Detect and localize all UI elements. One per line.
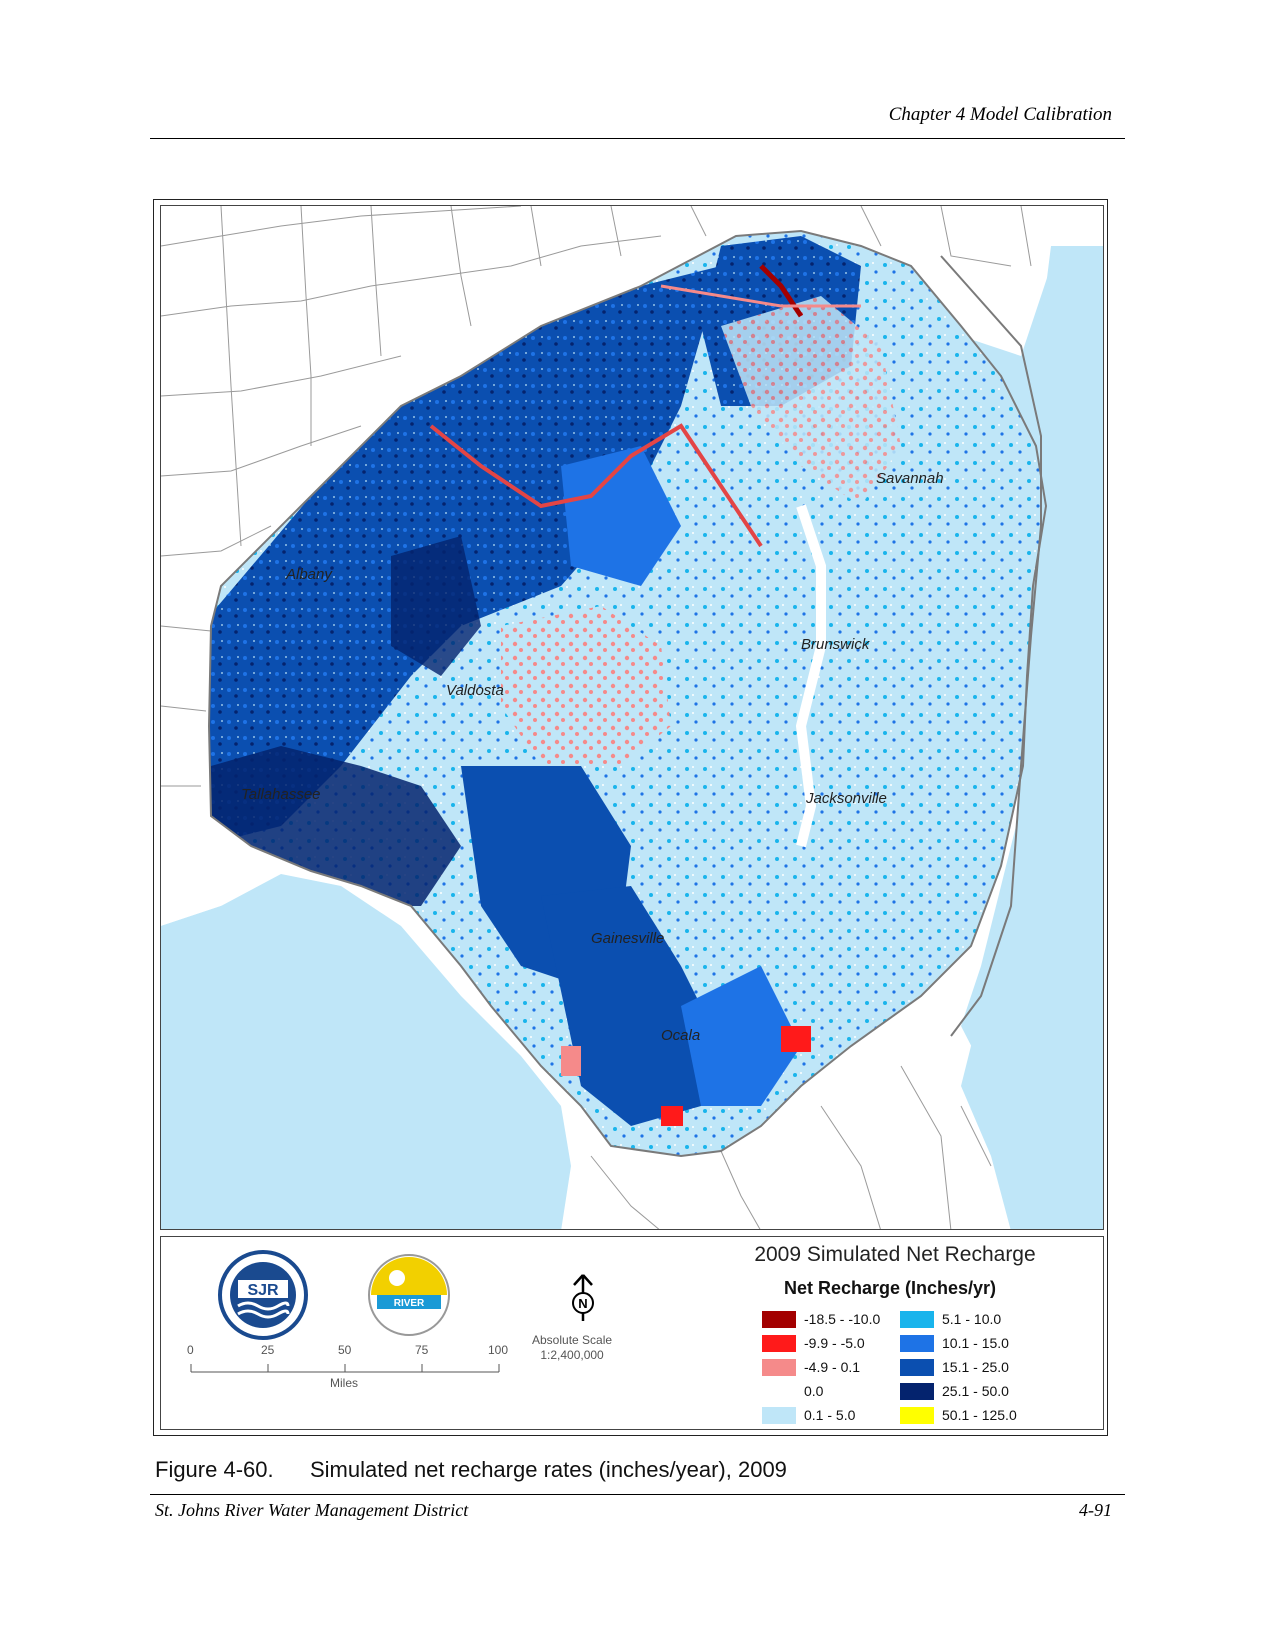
city-label-valdosta: Valdosta <box>446 682 504 699</box>
atlantic-ocean <box>961 246 1103 1229</box>
legend-swatch <box>762 1310 796 1328</box>
city-label-brunswick: Brunswick <box>801 636 871 653</box>
city-label-jacksonville: Jacksonville <box>805 790 887 807</box>
legend-swatch <box>762 1334 796 1352</box>
legend-label: -18.5 - -10.0 <box>804 1311 881 1327</box>
legend-swatch <box>762 1382 796 1400</box>
header-rule <box>150 138 1125 139</box>
recharge-map: Savannah Albany Brunswick Valdosta Jacks… <box>160 205 1104 1230</box>
legend-label: 0.0 <box>804 1383 824 1399</box>
study-area-boundary <box>207 229 1048 1158</box>
figure-number: Figure 4-60. <box>155 1457 274 1482</box>
legend-swatch <box>762 1358 796 1376</box>
river-logo: RIVER <box>368 1254 450 1336</box>
absolute-scale: Absolute Scale 1:2,400,000 <box>532 1333 612 1363</box>
legend-item: 25.1 - 50.0 <box>900 1381 1009 1401</box>
gulf-of-mexico <box>161 874 571 1229</box>
running-header: Chapter 4 Model Calibration <box>888 104 1112 125</box>
legend-swatch <box>900 1358 934 1376</box>
footer-rule <box>150 1494 1125 1495</box>
absolute-scale-label: Absolute Scale <box>532 1333 613 1347</box>
figure-caption: Figure 4-60. Simulated net recharge rates… <box>155 1457 787 1483</box>
legend-item: 10.1 - 15.0 <box>900 1333 1009 1353</box>
legend-label: 50.1 - 125.0 <box>942 1407 1017 1423</box>
legend-label: 15.1 - 25.0 <box>942 1359 1009 1375</box>
city-label-gainesville: Gainesville <box>591 930 664 947</box>
scale-tick-100: 100 <box>488 1343 509 1357</box>
legend-label: 0.1 - 5.0 <box>804 1407 856 1423</box>
scale-tick-25: 25 <box>261 1343 275 1357</box>
page-number: 4-91 <box>1079 1500 1112 1520</box>
model-boundary <box>940 255 1042 1037</box>
scale-tick-50: 50 <box>338 1343 352 1357</box>
scale-unit: Miles <box>330 1376 359 1390</box>
sjrwmd-logo: SJR <box>218 1250 308 1340</box>
legend-label: -9.9 - -5.0 <box>804 1335 865 1351</box>
scale-tick-75: 75 <box>415 1343 429 1357</box>
sjr-logo-text: SJR <box>247 1282 279 1299</box>
north-arrow-letter: N <box>578 1296 587 1311</box>
city-label-albany: Albany <box>285 566 333 583</box>
footer-organization: St. Johns River Water Management Distric… <box>155 1500 469 1520</box>
legend-item: -9.9 - -5.0 <box>762 1333 865 1353</box>
legend-label: 5.1 - 10.0 <box>942 1311 1002 1327</box>
city-label-tallahassee: Tallahassee <box>241 786 321 803</box>
legend-swatch <box>900 1334 934 1352</box>
legend-label: 25.1 - 50.0 <box>942 1383 1009 1399</box>
legend-panel <box>160 1236 1104 1430</box>
map-svg: Savannah Albany Brunswick Valdosta Jacks… <box>161 206 1103 1229</box>
legend-item: -18.5 - -10.0 <box>762 1309 880 1329</box>
legend-item: 0.1 - 5.0 <box>762 1405 855 1425</box>
legend-swatch <box>900 1310 934 1328</box>
figure-frame <box>153 199 1108 1436</box>
legend-item: 15.1 - 25.0 <box>900 1357 1009 1377</box>
city-label-savannah: Savannah <box>876 470 944 487</box>
river-logo-text: RIVER <box>394 1298 425 1309</box>
figure-caption-text: Simulated net recharge rates (inches/yea… <box>310 1457 787 1482</box>
city-label-ocala: Ocala <box>661 1027 700 1044</box>
legend-item: 5.1 - 10.0 <box>900 1309 1001 1329</box>
legend-swatch <box>762 1406 796 1424</box>
legend-label: -4.9 - 0.1 <box>804 1359 861 1375</box>
county-boundaries <box>161 206 1032 1229</box>
absolute-scale-value: 1:2,400,000 <box>540 1348 604 1362</box>
legend-swatch <box>900 1382 934 1400</box>
legend-label: 10.1 - 15.0 <box>942 1335 1009 1351</box>
legend-subtitle: Net Recharge (Inches/yr) <box>783 1278 997 1298</box>
legend-swatch <box>900 1406 934 1424</box>
north-arrow-icon: N <box>572 1274 594 1321</box>
legend-item: 50.1 - 125.0 <box>900 1405 1017 1425</box>
scale-bar <box>190 1364 500 1373</box>
legend-item: 0.0 <box>762 1381 823 1401</box>
legend-title: 2009 Simulated Net Recharge <box>754 1243 1036 1266</box>
legend-item: -4.9 - 0.1 <box>762 1357 860 1377</box>
scale-tick-0: 0 <box>187 1343 194 1357</box>
